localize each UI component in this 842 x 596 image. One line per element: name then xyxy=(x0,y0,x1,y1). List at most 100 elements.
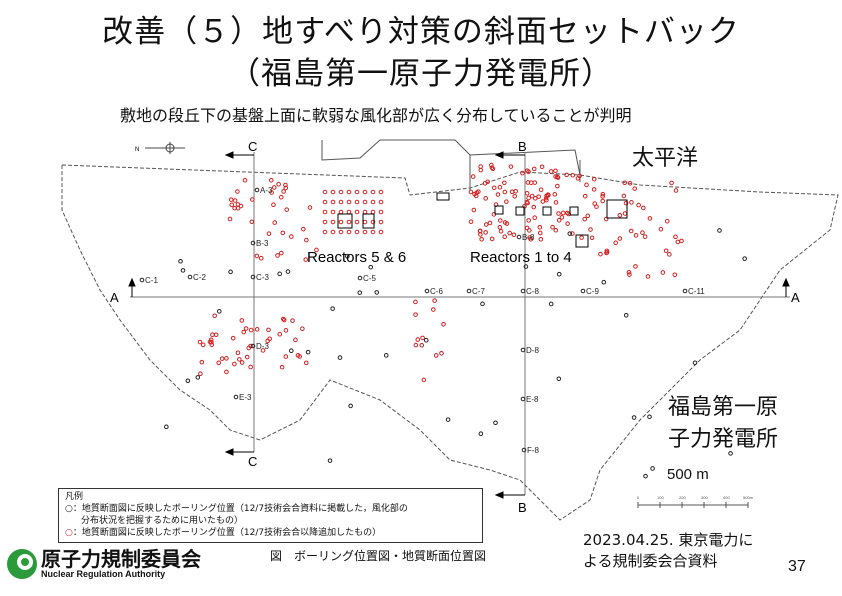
boring-point-red xyxy=(673,234,678,240)
boring-label: D-8 xyxy=(526,346,539,355)
boring-point-red xyxy=(502,234,507,240)
boring-point-red xyxy=(354,219,360,225)
boring-point-black xyxy=(139,277,145,283)
boring-point-red xyxy=(254,253,260,259)
boring-point-black xyxy=(285,269,291,274)
section-label-a-right: A xyxy=(791,290,800,305)
boring-point-red xyxy=(441,321,446,327)
boring-point-red xyxy=(248,327,254,333)
boring-point-red xyxy=(627,272,632,277)
boring-point-red xyxy=(579,235,584,240)
boring-point-red xyxy=(545,192,551,197)
boring-point-black xyxy=(180,268,186,273)
boring-point-red xyxy=(524,190,530,196)
boring-point-red xyxy=(338,199,344,205)
boring-point-red xyxy=(228,197,234,202)
boring-point-red xyxy=(378,199,384,205)
nra-logo-icon xyxy=(7,549,37,579)
boring-label: C-1 xyxy=(145,276,158,285)
boring-point-black xyxy=(277,271,282,277)
boring-point-black xyxy=(520,347,526,353)
boring-point-red xyxy=(420,335,425,341)
boring-point-red xyxy=(527,228,532,233)
boring-point-red xyxy=(575,176,581,181)
boring-label: B-3 xyxy=(256,239,269,248)
boring-point-red xyxy=(297,354,302,359)
boring-point-black xyxy=(520,288,526,294)
boring-point-red xyxy=(275,253,280,258)
boring-point-red xyxy=(642,234,648,240)
boring-point-black xyxy=(185,378,191,384)
boring-point-red xyxy=(536,194,541,199)
boring-point-red xyxy=(544,197,549,203)
boring-point-black xyxy=(650,466,655,471)
boring-point-red xyxy=(667,252,672,257)
boring-point-red xyxy=(585,213,591,219)
boring-point-red xyxy=(431,307,436,312)
boring-point-red xyxy=(362,209,368,215)
reactors-5-6-label: Reactors 5 & 6 xyxy=(307,249,406,266)
boring-point-red xyxy=(621,193,627,199)
boring-point-red xyxy=(548,169,554,174)
boring-point-red xyxy=(589,235,595,241)
site-label-line2: 子力発電所 xyxy=(668,427,779,452)
boring-point-red xyxy=(564,172,569,178)
boring-point-red xyxy=(626,269,632,275)
source-line1: 2023.04.25. 東京電力に xyxy=(583,531,754,549)
nra-logo: 原子力規制委員会 Nuclear Regulation Authority xyxy=(6,548,201,580)
boring-point-red xyxy=(378,209,384,215)
boring-point-red xyxy=(232,361,237,367)
boring-point-black xyxy=(478,431,484,437)
boring-point-red xyxy=(552,192,558,197)
boring-point-red xyxy=(483,222,489,227)
boring-label: C-11 xyxy=(688,287,705,296)
boring-point-red xyxy=(559,215,565,220)
boring-point-black xyxy=(493,420,498,426)
boring-point-red xyxy=(600,198,606,204)
boring-point-black xyxy=(556,271,562,277)
boring-point-red xyxy=(235,350,241,356)
boring-point-red xyxy=(489,236,495,242)
boring-label: C-7 xyxy=(472,287,485,296)
boring-point-red xyxy=(248,364,253,370)
boring-point-red xyxy=(555,175,561,180)
section-label-b-bottom: B xyxy=(518,500,527,515)
boring-point-red xyxy=(300,326,305,332)
boring-point-red xyxy=(468,189,474,195)
boring-point-black xyxy=(216,309,222,314)
boring-point-red xyxy=(504,199,509,204)
boring-point-red xyxy=(647,216,653,221)
boring-point-red xyxy=(413,299,418,305)
boring-point-red xyxy=(570,172,576,178)
boring-point-red xyxy=(553,174,558,179)
boring-point-red xyxy=(511,232,517,238)
boring-point-red xyxy=(235,205,241,211)
boring-point-red xyxy=(524,199,530,205)
boring-point-red xyxy=(553,227,559,233)
boring-point-red xyxy=(660,270,666,275)
boring-point-red xyxy=(378,189,384,195)
section-label-a-left: A xyxy=(110,290,119,305)
boring-point-red xyxy=(370,229,376,235)
boring-point-red xyxy=(362,229,368,235)
boring-point-red xyxy=(362,199,368,205)
boring-point-red xyxy=(330,219,336,225)
boring-point-red xyxy=(322,219,328,225)
logo-text-en: Nuclear Regulation Authority xyxy=(41,569,166,579)
boring-point-black xyxy=(250,274,256,280)
boring-point-red xyxy=(219,356,225,361)
boring-point-red xyxy=(244,354,250,360)
boring-point-red xyxy=(307,205,313,210)
boring-point-red xyxy=(502,180,507,186)
boring-point-red xyxy=(197,339,203,345)
boring-point-red xyxy=(490,166,496,172)
boring-point-red xyxy=(338,209,344,215)
boring-point-red xyxy=(628,228,634,234)
boring-point-black xyxy=(682,288,688,294)
boring-label: D-3 xyxy=(256,342,269,351)
boring-point-red xyxy=(239,318,245,323)
boring-label: F-8 xyxy=(527,446,540,455)
boring-point-red xyxy=(591,176,597,182)
boring-point-red xyxy=(538,236,544,242)
boring-point-red xyxy=(636,202,641,208)
